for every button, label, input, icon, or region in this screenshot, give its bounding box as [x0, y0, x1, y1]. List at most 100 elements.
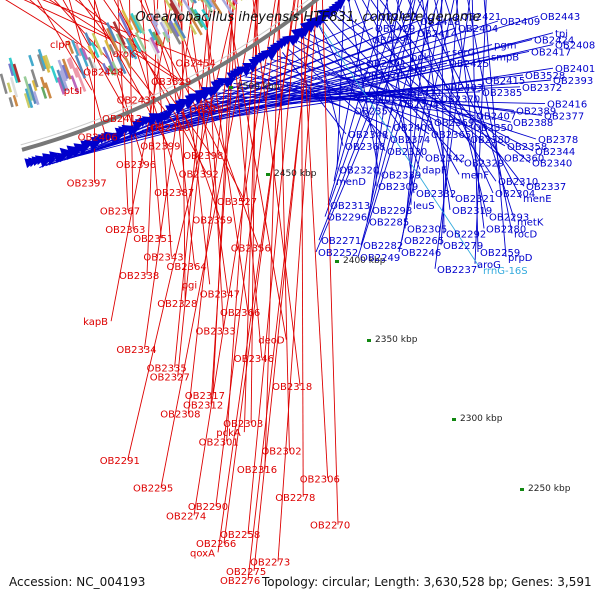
forward-gene-arrow	[49, 151, 60, 161]
function-track-segment	[126, 45, 135, 59]
forward-gene-arrow	[163, 110, 173, 120]
red-leader-line	[226, 0, 287, 340]
forward-gene-label: OB2385	[482, 88, 522, 99]
forward-gene-arrow	[183, 100, 195, 110]
blue-leader-line	[386, 0, 415, 194]
reverse-gene-label: OB2335	[147, 363, 187, 374]
red-leader-line	[119, 0, 183, 193]
function-track-segment	[112, 21, 126, 46]
function-track-segment	[167, 21, 182, 45]
function-track-segment	[132, 37, 142, 53]
function-track-segment	[116, 55, 127, 75]
forward-gene-label: OB2388	[513, 118, 553, 129]
red-leader-line	[300, 0, 329, 479]
function-track-segment	[102, 46, 116, 72]
function-track-segment	[134, 31, 147, 52]
function-track-segment	[189, 7, 204, 28]
tick-mark	[520, 488, 524, 491]
blue-leader-line	[313, 29, 344, 146]
reverse-gene-label: OB3529	[151, 77, 191, 88]
forward-gene-arrow	[121, 124, 133, 135]
function-track-segment	[30, 69, 39, 88]
function-track-segment	[169, 2, 183, 24]
blue-leader-line	[324, 0, 403, 217]
blue-leader-line	[216, 92, 356, 100]
forward-gene-label: OB2429	[375, 24, 415, 35]
forward-gene-label: OB2320	[339, 165, 379, 176]
reverse-gene-label: OB2347	[200, 290, 240, 301]
function-track-segment	[208, 0, 217, 10]
reverse-gene-label: OB2397	[67, 179, 107, 190]
function-track-segment	[44, 54, 52, 69]
reverse-gene-label: OB2302	[261, 447, 301, 458]
forward-gene-label: OB2394	[399, 100, 439, 111]
forward-gene-label: OB2411	[402, 88, 442, 99]
function-track-segment	[202, 0, 214, 13]
blue-leader-line	[417, 0, 522, 199]
forward-gene-label: metK	[517, 218, 544, 229]
forward-gene-label: OB2407	[476, 111, 516, 122]
function-track-segment	[42, 55, 51, 73]
function-track-segment	[205, 0, 213, 8]
function-track-segment	[227, 0, 236, 11]
function-track-segment	[23, 76, 34, 101]
blue-leader-line	[327, 0, 389, 205]
forward-gene-label: OB2404	[458, 24, 498, 35]
function-track-segment	[162, 16, 173, 34]
reverse-gene-label: OB2273	[250, 558, 290, 569]
forward-gene-label: OB2408	[555, 41, 595, 52]
forward-gene-label: rocD	[514, 229, 538, 240]
forward-gene-arrow	[334, 0, 346, 10]
function-track-segment	[193, 8, 208, 31]
tick-mark	[266, 173, 270, 176]
blue-leader-line	[130, 55, 490, 136]
accession-text: Accession: NC_004193	[9, 575, 145, 589]
forward-gene-arrow	[104, 131, 115, 142]
reverse-gene-label: OB2274	[166, 511, 206, 522]
forward-gene-label: OB2368	[345, 142, 385, 153]
blue-leader-line	[282, 52, 347, 135]
forward-gene-label: prpD	[508, 253, 533, 264]
red-leader-line	[217, 0, 296, 553]
forward-gene-label: OB2360	[504, 154, 544, 165]
forward-gene-label: OB2372	[522, 83, 562, 94]
function-track-segment	[104, 39, 112, 52]
function-track-segment	[78, 47, 89, 67]
reverse-gene-label: OB2359	[192, 216, 232, 227]
forward-gene-label: OB2402	[357, 95, 397, 106]
function-track-segment	[87, 56, 95, 69]
red-leader-line	[139, 0, 246, 202]
function-track-segment	[32, 91, 40, 106]
function-track-segment	[39, 76, 47, 89]
forward-gene-arrow	[247, 64, 258, 73]
tick-label: 2250 kbp	[528, 484, 571, 494]
forward-gene-label: OB2330	[387, 147, 427, 158]
function-track-segment	[156, 34, 165, 47]
forward-gene-label: OB2305	[407, 224, 447, 235]
function-track-segment	[125, 37, 138, 60]
rrna-gene-label: rrnG-16S	[483, 266, 528, 277]
red-leader-line	[127, 0, 236, 461]
reverse-gene-label: OB2312	[183, 400, 223, 411]
reverse-gene-label: OB2363	[105, 225, 145, 236]
function-track-segment	[70, 75, 80, 93]
red-leader-line	[229, 0, 263, 359]
function-track-segment	[121, 9, 134, 31]
blue-leader-line	[348, 1, 380, 175]
forward-gene-label: OB2393	[553, 76, 593, 87]
genome-backbone	[20, 0, 320, 152]
forward-gene-label: OB2443	[540, 12, 580, 23]
reverse-gene-label: OB2276	[220, 576, 260, 587]
function-track-segment	[31, 79, 38, 92]
forward-gene-arrow	[199, 92, 210, 101]
function-track-segment	[57, 59, 68, 82]
forward-gene-label: eno	[408, 64, 427, 75]
function-track-segment	[172, 17, 187, 39]
blue-leader-line	[233, 82, 475, 116]
function-track-segment	[221, 0, 234, 15]
forward-gene-label: aroG	[477, 260, 501, 271]
forward-gene-label: OB2252	[318, 248, 358, 259]
function-track-segment	[84, 32, 93, 47]
